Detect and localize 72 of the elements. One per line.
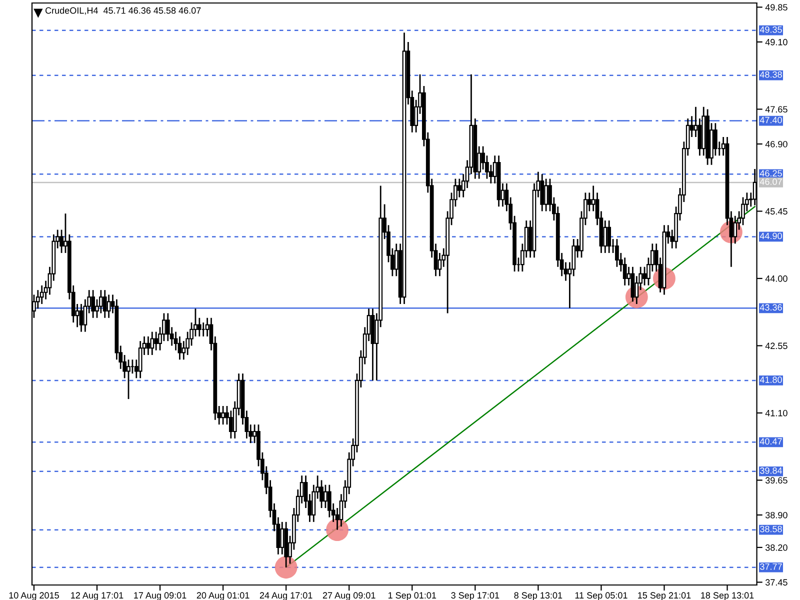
candlestick [126,358,130,400]
y-tick-label: 39.65 [765,477,788,484]
y-tick-label: 37.45 [765,579,788,586]
candlestick [146,336,150,356]
candlestick [228,410,233,440]
y-tick-label: 45.45 [765,208,788,215]
y-tick-label: 49.85 [765,4,788,11]
candlestick [615,238,619,268]
candlestick [106,294,111,319]
point [326,518,348,542]
candlestick [630,266,635,302]
candlestick [154,331,158,352]
x-tick-label: 8 Sep 13:01 [514,592,562,600]
candlestick [622,256,627,286]
candlestick [91,289,95,319]
y-tick-label: 49.10 [765,38,788,46]
candlestick [79,303,84,332]
chart-title: CrudeOIL,H4 45.71 46.36 45.58 46.07 [46,7,201,15]
candlestick [324,484,328,509]
candlestick [714,122,718,156]
candlestick [642,266,646,286]
ref-line-label: 44.90 [760,232,782,240]
ref-line-label: 43.36 [760,304,782,311]
y-tick-label: 38.20 [765,544,788,551]
ref-line-label: 49.35 [760,26,782,33]
x-tick-label: 27 Aug 09:01 [322,592,376,600]
x-tick-label: 18 Sep 13:01 [701,592,754,600]
x-tick-label: 17 Aug 09:01 [134,592,186,600]
candlestick [603,220,608,254]
x-tick-label: 15 Sep 21:01 [638,592,691,600]
y-tick-label: 38.90 [765,512,788,518]
ref-line-label: 46.25 [760,170,782,177]
candlestick [607,220,612,254]
candlestick [280,521,284,556]
x-tick-label: 10 Aug 2015 [9,592,59,600]
x-tick-label: 24 Aug 17:01 [260,592,312,600]
ref-line-label: 46.07 [760,178,782,185]
candlestick [320,480,324,509]
y-tick-label: 44.00 [765,275,788,282]
candlestick [221,405,225,426]
ref-line-label: 38.58 [760,526,782,532]
x-tick-label: 11 Sep 05:01 [575,592,628,600]
ref-line-label: 39.84 [760,467,782,474]
y-tick-label: 41.10 [765,410,788,416]
candlestick [540,173,544,212]
point [274,556,298,579]
candlestick [102,289,107,319]
candlestick [197,317,202,338]
ref-line-label: 47.40 [760,116,782,124]
candlestick [741,196,745,226]
y-tick-label: 42.55 [765,342,788,350]
candlestick [327,484,332,518]
x-tick-label: 20 Aug 01:01 [196,592,250,600]
ref-line-label: 41.80 [760,376,782,383]
candlestick [99,289,103,314]
ref-line-label: 40.47 [760,438,782,445]
x-tick-label: 3 Sep 17:01 [451,592,500,600]
candlestick [457,178,462,198]
candlestick [138,340,142,379]
candlestick [40,284,44,305]
candlestick [544,178,548,212]
candlestick [733,215,738,244]
candlestick [438,252,442,277]
y-tick-label: 47.65 [765,106,788,113]
ref-line-label: 48.38 [760,71,782,78]
y-tick-label: 46.90 [765,140,788,148]
x-tick-label: 12 Aug 17:01 [71,592,124,600]
ref-line-label: 37.77 [760,563,782,570]
x-tick-label: 1 Sep 01:01 [388,592,436,600]
candlestick [166,312,170,342]
candlestick [178,336,182,360]
candlestick [150,331,154,356]
